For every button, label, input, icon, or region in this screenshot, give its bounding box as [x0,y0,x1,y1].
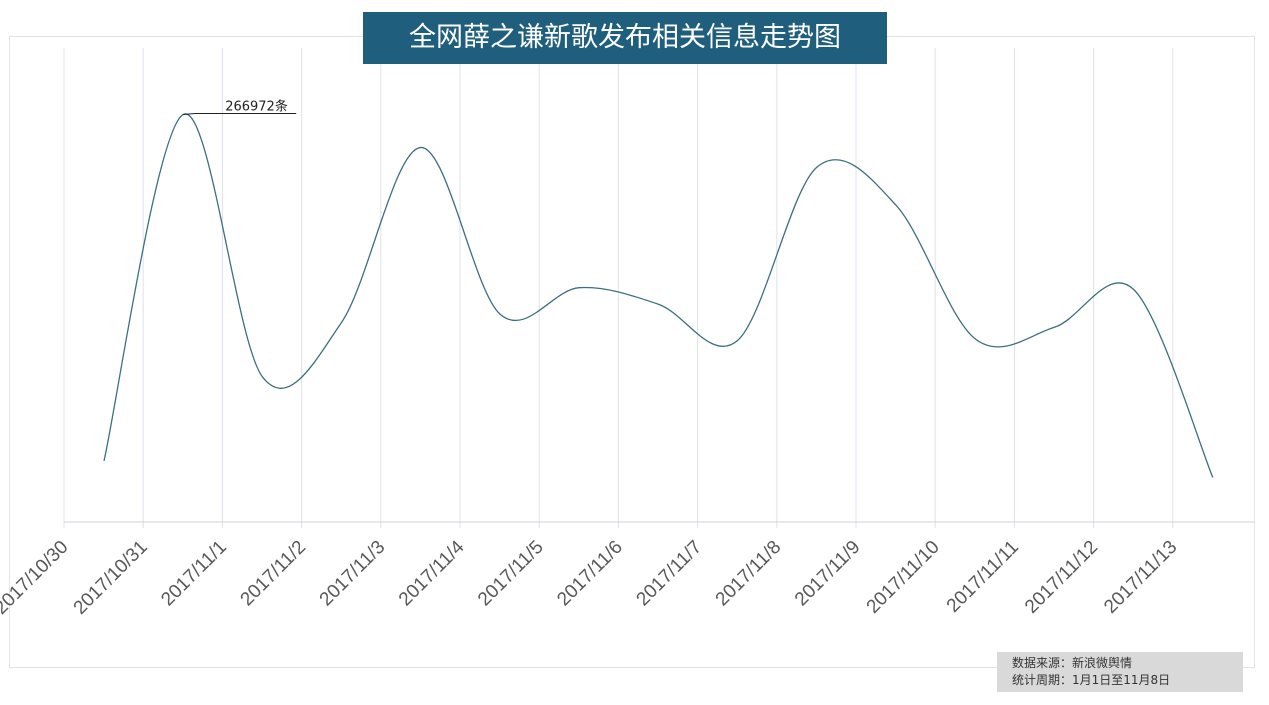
x-tick-label: 2017/11/9 [791,537,865,611]
annotation-layer: 266972条 [183,98,297,115]
data-point [973,337,977,341]
x-tick-label: 2017/11/10 [863,537,944,618]
x-tick-label: 2017/11/8 [712,537,786,611]
annotation-label: 266972条 [225,98,288,114]
data-point [260,375,264,379]
x-tick-label: 2017/11/3 [316,537,390,611]
x-tick-label: 2017/11/7 [633,537,707,611]
data-point [1211,475,1215,479]
x-tick-label: 2017/11/13 [1100,537,1181,618]
x-tick-label: 2017/11/5 [474,537,548,611]
grid-layer [63,48,1174,528]
x-tick-label: 2017/11/2 [237,537,311,611]
data-point [577,286,581,290]
annotation-leader-line [183,112,297,115]
series-line [103,113,1214,478]
data-point [340,320,344,324]
data-point [736,339,740,343]
chart-title: 全网薛之谦新歌发布相关信息走势图 [363,12,887,64]
x-tick-label: 2017/11/6 [553,537,627,611]
x-tick-label: 2017/11/11 [943,537,1023,617]
source-note-line1: 数据来源：新浪微舆情 [1012,656,1133,670]
data-point [656,302,660,306]
data-point [815,165,819,169]
data-point [1132,287,1136,291]
x-tick-label: 2017/10/31 [70,537,152,619]
data-point [1052,325,1056,329]
data-point [102,459,106,463]
x-tick-label: 2017/11/12 [1021,537,1102,618]
data-point [894,203,898,207]
data-point [181,112,185,116]
data-point [498,312,502,316]
source-note-line2: 统计周期：1月1日至11月8日 [1012,673,1171,687]
data-point [419,145,423,149]
x-tick-label: 2017/11/1 [157,537,231,611]
x-tick-label: 2017/10/30 [0,537,73,619]
x-tick-label: 2017/11/4 [395,536,469,610]
source-note: 数据来源：新浪微舆情 统计周期：1月1日至11月8日 [997,652,1243,692]
